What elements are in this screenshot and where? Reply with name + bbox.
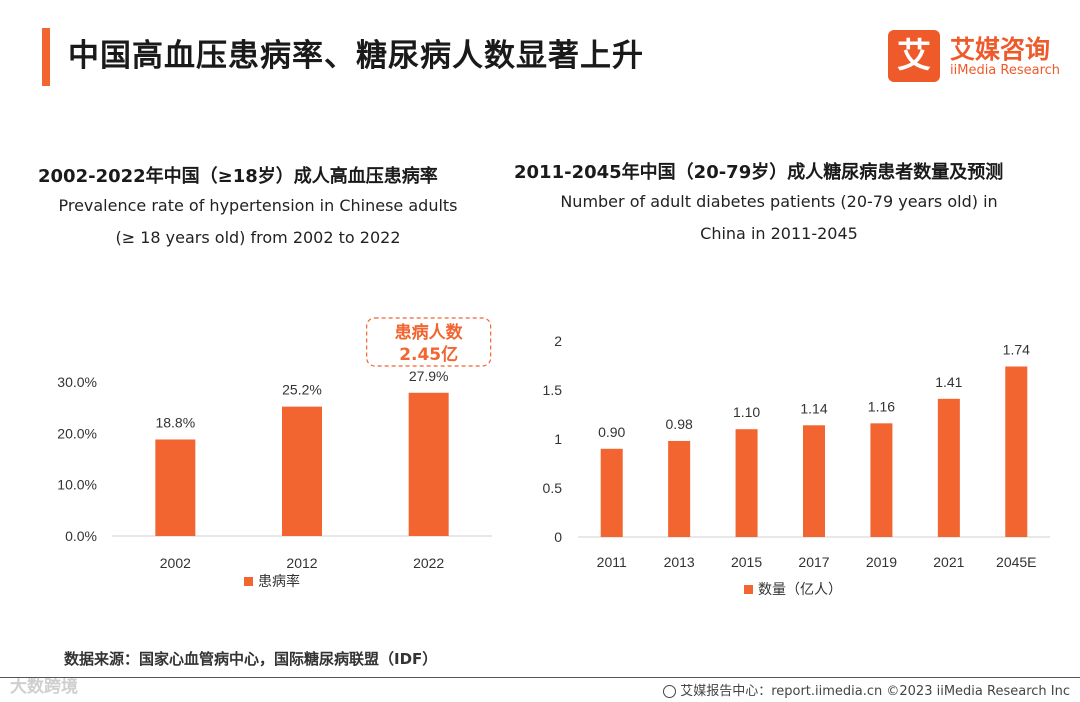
- hypertension-chart-title: 2002-2022年中国（≥18岁）成人高血压患病率: [38, 166, 438, 187]
- patients-callout-box: [366, 317, 492, 367]
- globe-icon: [663, 685, 677, 698]
- diabetes-x-tick-label: 2019: [866, 554, 897, 570]
- hypertension-chart-subtitle-2: (≥ 18 years old) from 2002 to 2022: [115, 228, 401, 247]
- diabetes-x-tick-label: 2045E: [996, 554, 1036, 570]
- data-source: 数据来源：国家心血管病中心，国际糖尿病联盟（IDF）: [64, 650, 438, 668]
- hypertension-x-tick-label: 2012: [286, 555, 317, 571]
- diabetes-bar: [870, 423, 893, 537]
- hypertension-legend-swatch: [244, 577, 253, 586]
- diabetes-x-tick-label: 2021: [933, 554, 964, 570]
- diabetes-y-tick-label: 0: [554, 529, 562, 545]
- title-accent-bar: [42, 28, 50, 86]
- diabetes-x-tick-label: 2015: [731, 554, 762, 570]
- diabetes-legend-label: 数量（亿人）: [758, 582, 842, 598]
- hypertension-y-tick-label: 10.0%: [57, 477, 97, 493]
- hypertension-data-label: 27.9%: [409, 368, 449, 384]
- hypertension-x-tick-label: 2002: [160, 555, 191, 571]
- hypertension-x-tick-label: 2022: [413, 555, 444, 571]
- footer: 艾媒报告中心：report.iimedia.cn ©2023 iiMedia R…: [663, 680, 1070, 699]
- diabetes-bar: [803, 425, 825, 537]
- diabetes-x-tick-label: 2017: [798, 554, 829, 570]
- diabetes-data-label: 0.90: [598, 424, 625, 440]
- diabetes-bar: [735, 429, 758, 537]
- logo-mark: 艾: [888, 30, 940, 82]
- watermark: 大数跨境: [10, 677, 78, 697]
- hypertension-y-tick-label: 0.0%: [65, 528, 97, 544]
- logo-name-cn: 艾媒咨询: [950, 35, 1051, 64]
- diabetes-y-tick-label: 2: [554, 333, 562, 349]
- hypertension-data-label: 25.2%: [282, 382, 322, 398]
- hypertension-bar: [155, 439, 196, 536]
- diabetes-data-label: 1.16: [868, 398, 895, 414]
- hypertension-legend-label: 患病率: [258, 573, 300, 590]
- diabetes-chart-subtitle-2: China in 2011-2045: [700, 224, 858, 243]
- hypertension-chart-subtitle-1: Prevalence rate of hypertension in Chine…: [58, 196, 458, 215]
- logo-name-en: iiMedia Research: [950, 63, 1061, 78]
- diabetes-data-label: 0.98: [666, 416, 693, 432]
- diabetes-data-label: 1.14: [800, 400, 827, 416]
- diabetes-data-label: 1.10: [733, 404, 760, 420]
- diabetes-chart-subtitle-1: Number of adult diabetes patients (20-79…: [560, 192, 998, 211]
- diabetes-x-tick-label: 2013: [664, 554, 695, 570]
- footer-divider: [0, 677, 1080, 678]
- hypertension-data-label: 18.8%: [155, 414, 195, 430]
- diabetes-bar: [937, 398, 960, 537]
- hypertension-bar: [282, 406, 322, 536]
- diabetes-data-label: 1.74: [1003, 341, 1030, 357]
- diabetes-x-tick-label: 2011: [597, 554, 627, 570]
- diabetes-bar: [668, 440, 691, 537]
- diabetes-y-tick-label: 0.5: [543, 480, 563, 496]
- diabetes-chart-title: 2011-2045年中国（20-79岁）成人糖尿病患者数量及预测: [514, 162, 1004, 183]
- hypertension-y-tick-label: 30.0%: [57, 374, 97, 390]
- footer-text: 艾媒报告中心：report.iimedia.cn ©2023 iiMedia R…: [680, 684, 1070, 699]
- diabetes-bar: [1005, 366, 1028, 537]
- patients-callout-value: 2.45亿: [399, 344, 458, 365]
- iimedia-logo: 艾 艾媒咨询 iiMedia Research: [888, 30, 1068, 82]
- hypertension-y-tick-label: 20.0%: [57, 425, 97, 441]
- page-title: 中国高血压患病率、糖尿病人数显著上升: [68, 38, 644, 74]
- diabetes-bar: [600, 448, 623, 537]
- hypertension-bar: [408, 392, 449, 536]
- diabetes-legend-swatch: [744, 585, 753, 594]
- diabetes-y-tick-label: 1: [554, 431, 562, 447]
- diabetes-y-tick-label: 1.5: [543, 382, 563, 398]
- patients-callout-label: 患病人数: [395, 322, 464, 343]
- diabetes-data-label: 1.41: [935, 374, 962, 390]
